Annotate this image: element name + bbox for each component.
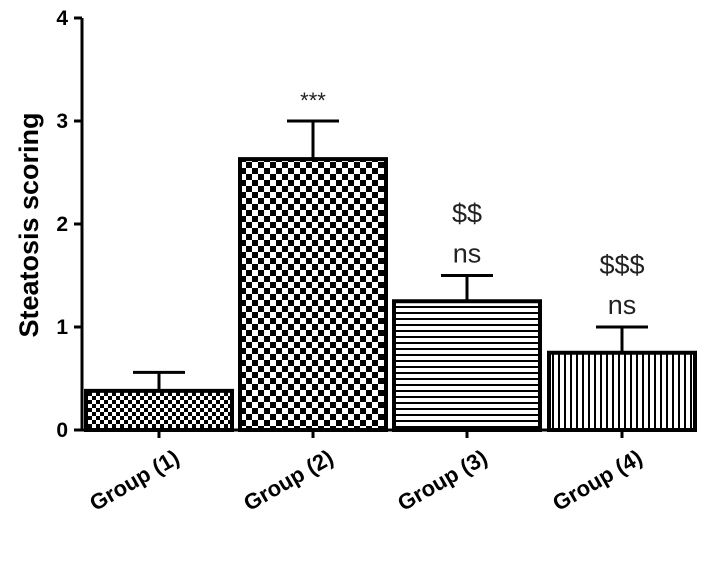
x-tick-label: Group (4) (548, 445, 646, 516)
bar (547, 350, 697, 432)
x-axis-labels: Group (1) Group (2) Group (3) Group (4) (85, 445, 646, 516)
x-tick-label: Group (2) (239, 445, 337, 516)
significance-label: $$$ (599, 250, 644, 280)
bar (84, 388, 234, 432)
bar (238, 157, 388, 433)
significance-label: $$ (452, 199, 482, 229)
x-tick-label: Group (3) (393, 445, 491, 516)
y-tick-label: 3 (56, 110, 68, 133)
y-axis-label: Steatosis scoring (14, 112, 44, 337)
bars-group: *** $$ ns $$$ ns (84, 88, 697, 438)
y-tick-label: 0 (56, 419, 68, 442)
y-axis-ticks: 0 1 2 3 4 (56, 7, 82, 442)
y-tick-label: 2 (56, 213, 68, 236)
y-tick-label: 1 (56, 316, 68, 339)
x-tick-label: Group (1) (85, 445, 183, 516)
significance-label: ns (453, 239, 482, 269)
significance-label: *** (300, 88, 326, 113)
bar (392, 299, 542, 432)
y-tick-label: 4 (56, 7, 68, 30)
significance-label: ns (608, 290, 637, 320)
